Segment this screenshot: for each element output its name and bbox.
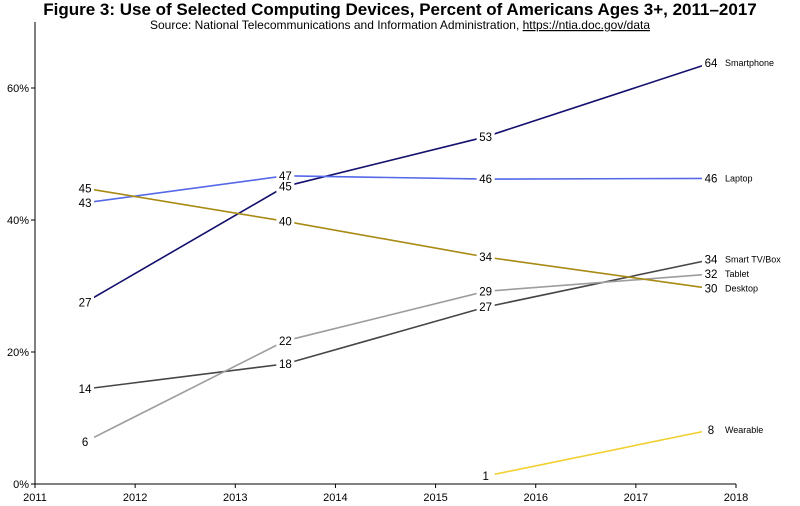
y-tick-label: 20% xyxy=(7,347,29,359)
data-label-smart-tv-box: 14 xyxy=(79,384,92,396)
data-label-background xyxy=(476,301,495,314)
series-line-smartphone xyxy=(84,62,712,304)
data-label-wearable: 1 xyxy=(482,471,488,483)
data-label-smartphone: 45 xyxy=(279,181,292,193)
data-label-background xyxy=(76,296,95,309)
data-label-background xyxy=(701,423,720,436)
data-label-smartphone: 64 xyxy=(705,58,718,70)
data-label-desktop: 40 xyxy=(279,216,292,228)
series-line-tablet xyxy=(84,273,712,443)
y-tick-label: 40% xyxy=(7,215,29,227)
data-label-background xyxy=(276,357,295,370)
data-label-wearable: 8 xyxy=(708,425,714,437)
series-name-smartphone: Smartphone xyxy=(725,58,774,68)
chart-subtitle: Source: National Telecommunications and … xyxy=(150,18,650,32)
data-label-background xyxy=(701,282,720,295)
data-label-tablet: 6 xyxy=(82,437,88,449)
x-tick-label: 2012 xyxy=(123,492,147,504)
series-name-laptop: Laptop xyxy=(725,173,753,183)
data-label-background xyxy=(476,285,495,298)
data-label-desktop: 30 xyxy=(705,284,718,296)
data-label-tablet: 22 xyxy=(279,336,292,348)
data-label-laptop: 47 xyxy=(279,171,292,183)
data-label-background xyxy=(76,182,95,195)
data-label-background xyxy=(701,172,720,185)
x-tick-label: 2013 xyxy=(223,492,247,504)
data-label-desktop: 34 xyxy=(479,252,492,264)
data-label-background xyxy=(276,169,295,182)
x-tick-label: 2015 xyxy=(423,492,447,504)
y-tick-label: 0% xyxy=(13,479,29,491)
data-label-laptop: 43 xyxy=(79,198,92,210)
data-label-background xyxy=(701,268,720,281)
data-label-tablet: 32 xyxy=(705,269,718,281)
x-tick-label: 2018 xyxy=(724,492,748,504)
data-label-background xyxy=(701,253,720,266)
chart-title: Figure 3: Use of Selected Computing Devi… xyxy=(43,0,757,19)
data-label-background xyxy=(276,334,295,347)
data-label-background xyxy=(76,382,95,395)
x-tick-label: 2014 xyxy=(323,492,347,504)
data-label-background xyxy=(476,470,495,483)
subtitle-text: Source: National Telecommunications and … xyxy=(150,18,523,32)
data-label-background xyxy=(476,250,495,263)
data-label-background xyxy=(701,56,720,69)
series-line-desktop xyxy=(84,187,712,290)
data-label-background xyxy=(276,215,295,228)
data-label-smart-tv-box: 18 xyxy=(279,359,292,371)
data-label-tablet: 29 xyxy=(479,286,492,298)
data-label-smart-tv-box: 34 xyxy=(705,255,718,267)
series-name-wearable: Wearable xyxy=(725,425,763,435)
x-tick-label: 2011 xyxy=(23,492,47,504)
series-line-wearable xyxy=(485,429,712,477)
data-label-smartphone: 27 xyxy=(79,298,92,310)
chart-series xyxy=(84,62,712,477)
data-label-background xyxy=(276,180,295,193)
data-label-background xyxy=(476,173,495,186)
data-label-smart-tv-box: 27 xyxy=(479,302,492,314)
series-name-desktop: Desktop xyxy=(725,284,758,294)
data-label-smartphone: 53 xyxy=(479,132,492,144)
x-tick-label: 2016 xyxy=(523,492,547,504)
source-link[interactable]: https://ntia.doc.gov/data xyxy=(523,18,651,32)
data-label-laptop: 46 xyxy=(705,173,718,185)
data-label-background xyxy=(76,196,95,209)
chart-axes: 2011 2012 2013 2014 2015 2016 2017 2018 0% 20% 40%… xyxy=(7,22,748,504)
series-name-smart-tv-box: Smart TV/Box xyxy=(725,255,781,265)
y-tick-label: 60% xyxy=(7,83,29,95)
data-label-desktop: 45 xyxy=(79,183,92,195)
series-name-tablet: Tablet xyxy=(725,269,750,279)
data-label-background xyxy=(76,435,95,448)
data-label-laptop: 46 xyxy=(479,174,492,186)
data-label-background xyxy=(476,130,495,143)
series-line-smart-tv-box xyxy=(85,258,712,390)
series-line-laptop xyxy=(84,174,712,204)
x-tick-label: 2017 xyxy=(624,492,648,504)
